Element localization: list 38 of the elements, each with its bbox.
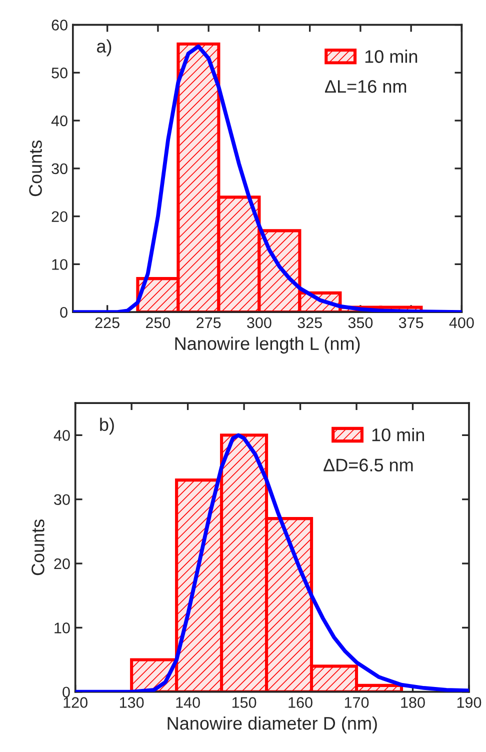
x-tick-label: 275 — [196, 317, 221, 328]
y-tick-label: 10 — [54, 622, 70, 634]
y-tick-label: 40 — [54, 430, 70, 441]
y-axis-title: Counts — [32, 520, 44, 576]
annotation: b) — [100, 418, 114, 435]
legend-label: 10 min — [372, 428, 424, 442]
x-tick-label: 250 — [146, 317, 170, 328]
x-tick-label: 300 — [247, 317, 272, 328]
x-tick-label: 160 — [288, 697, 312, 708]
x-tick-label: 170 — [344, 697, 369, 708]
annotation: ΔD=6.5 nm — [324, 458, 413, 472]
x-tick-label: 375 — [398, 317, 424, 328]
x-tick-label: 180 — [401, 697, 425, 708]
x-axis-title: Nanowire length L (nm) — [175, 336, 360, 354]
y-tick-label: 0 — [62, 686, 70, 698]
x-axis-title: Nanowire diameter D (nm) — [168, 716, 377, 734]
y-tick-label: 50 — [52, 68, 68, 78]
x-tick-label: 150 — [232, 697, 256, 708]
y-tick-label: 20 — [52, 211, 68, 222]
x-tick-label: 350 — [348, 317, 373, 328]
y-axis-title: Counts — [29, 140, 42, 196]
x-tick-label: 190 — [457, 697, 482, 708]
x-tick-label: 400 — [449, 317, 474, 328]
y-tick-label: 0 — [60, 306, 68, 318]
annotation: a) — [96, 39, 112, 56]
legend-label: 10 min — [365, 50, 418, 63]
y-tick-label: 20 — [54, 558, 70, 570]
y-tick-label: 10 — [52, 259, 68, 270]
x-tick-label: 120 — [64, 697, 88, 708]
x-tick-label: 225 — [95, 317, 120, 328]
annotation: ΔL=16 nm — [324, 80, 406, 93]
x-tick-label: 130 — [120, 697, 144, 708]
y-tick-label: 60 — [52, 20, 68, 30]
x-tick-label: 140 — [176, 697, 200, 708]
y-tick-label: 30 — [52, 163, 68, 174]
y-tick-label: 40 — [51, 115, 68, 126]
x-tick-label: 325 — [298, 317, 322, 328]
y-tick-label: 30 — [54, 494, 70, 506]
